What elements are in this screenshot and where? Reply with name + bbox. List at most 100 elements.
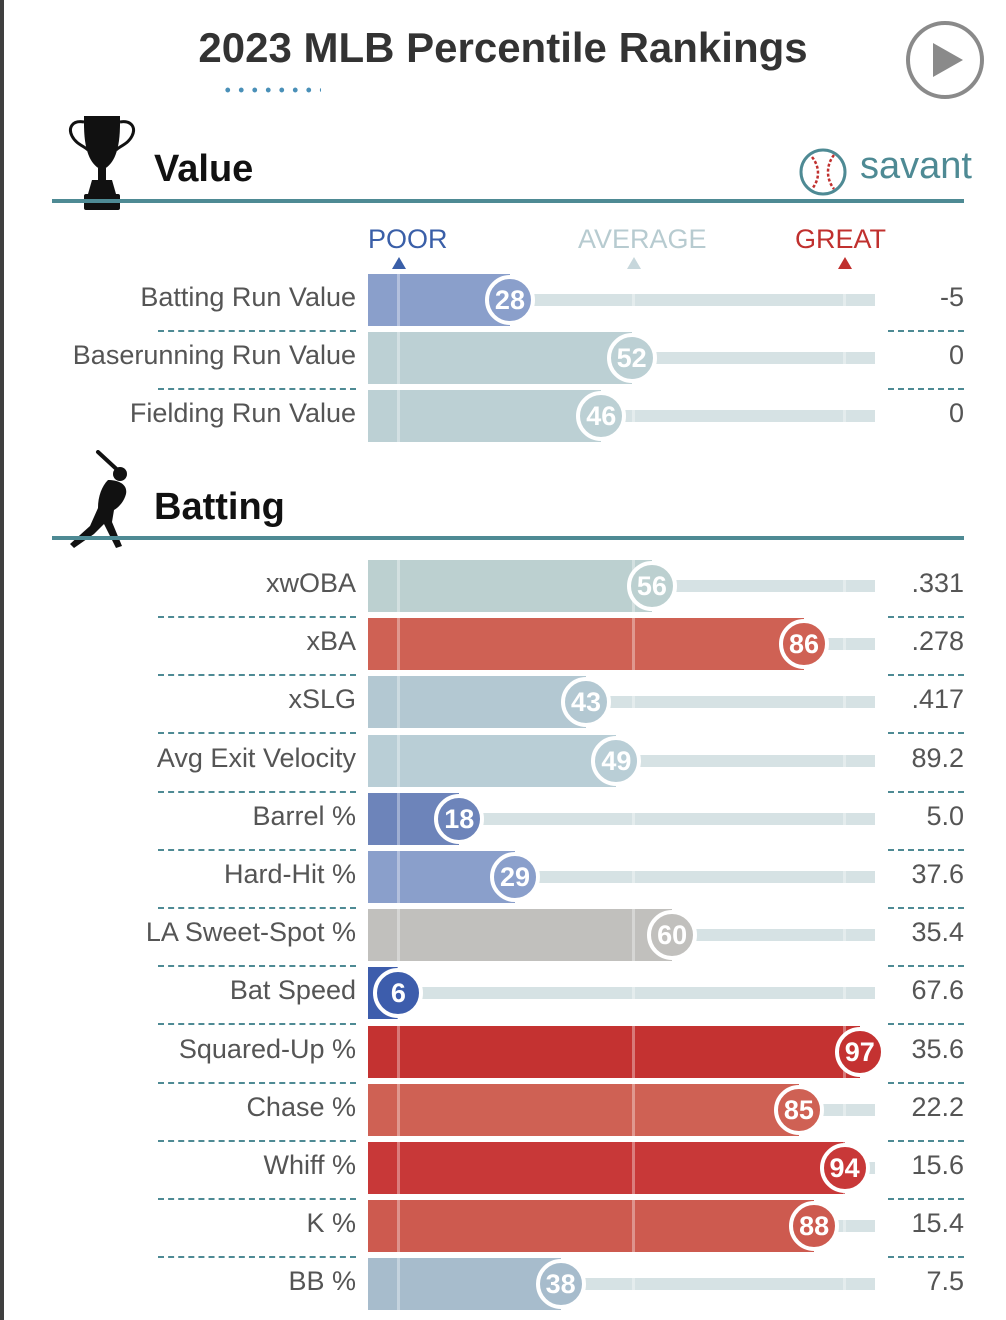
scale-guide-line bbox=[843, 332, 846, 384]
savant-brand-text: savant bbox=[860, 145, 972, 187]
title-year: 2023 bbox=[198, 24, 292, 71]
metric-row[interactable]: Whiff % 94 15.6 bbox=[0, 1142, 1006, 1200]
scale-guide-line bbox=[632, 792, 635, 845]
metric-row[interactable]: Avg Exit Velocity 49 89.2 bbox=[0, 734, 1006, 793]
metric-label: Hard-Hit % bbox=[223, 859, 356, 889]
scale-guide-line bbox=[632, 967, 635, 1020]
page-title: 2023 MLB Percentile Rankings bbox=[0, 24, 1006, 72]
percentile-badge[interactable]: 6 bbox=[373, 968, 424, 1019]
percentile-badge[interactable]: 88 bbox=[789, 1201, 840, 1252]
metric-row[interactable]: Bat Speed 6 67.6 bbox=[0, 967, 1006, 1026]
metric-row[interactable]: xSLG 43 .417 bbox=[0, 676, 1006, 735]
percentile-badge[interactable]: 97 bbox=[834, 1026, 885, 1077]
scale-guide-line bbox=[397, 560, 400, 612]
scale-guide-line bbox=[843, 1083, 846, 1136]
metric-row[interactable]: BB % 38 7.5 bbox=[0, 1258, 1006, 1311]
metric-value: -5 bbox=[939, 282, 964, 312]
metric-value: 37.6 bbox=[911, 859, 964, 889]
percentile-badge[interactable]: 94 bbox=[819, 1143, 870, 1193]
row-divider bbox=[158, 907, 356, 909]
percentile-badge[interactable]: 60 bbox=[647, 910, 698, 961]
metric-value: 0 bbox=[948, 340, 964, 370]
metric-row[interactable]: Baserunning Run Value 52 0 bbox=[0, 332, 1006, 390]
title-dotted-underline bbox=[221, 86, 321, 94]
metric-value: 89.2 bbox=[911, 742, 964, 773]
metric-row[interactable]: K % 88 15.4 bbox=[0, 1200, 1006, 1259]
percentile-badge[interactable]: 29 bbox=[490, 852, 541, 902]
scale-guide-line bbox=[397, 792, 400, 845]
percentile-badge[interactable]: 52 bbox=[606, 333, 657, 383]
scale-guide-line bbox=[632, 851, 635, 903]
scale-guide-line bbox=[632, 676, 635, 729]
section-rule-value bbox=[52, 199, 964, 203]
metric-value: .278 bbox=[911, 626, 964, 657]
row-divider bbox=[158, 1198, 356, 1200]
scale-guide-line bbox=[632, 1142, 635, 1194]
scale-guide-line bbox=[632, 618, 635, 671]
percentile-badge[interactable]: 49 bbox=[591, 735, 642, 786]
percentile-badge[interactable]: 18 bbox=[434, 793, 485, 844]
row-divider bbox=[888, 388, 964, 390]
play-button[interactable] bbox=[906, 21, 984, 99]
trophy-icon bbox=[69, 116, 135, 210]
row-divider bbox=[158, 732, 356, 735]
metric-value: .331 bbox=[911, 568, 964, 598]
scale-guide-line bbox=[632, 390, 635, 442]
percentile-bar bbox=[368, 1258, 561, 1311]
scale-guide-line bbox=[397, 1258, 400, 1311]
percentile-badge[interactable]: 28 bbox=[484, 275, 535, 325]
metric-label: Avg Exit Velocity bbox=[156, 742, 356, 773]
scale-marker-average bbox=[627, 257, 641, 269]
metric-row[interactable]: Squared-Up % 97 35.6 bbox=[0, 1025, 1006, 1084]
scale-guide-line bbox=[843, 1258, 846, 1311]
percentile-badge[interactable]: 38 bbox=[535, 1259, 586, 1310]
row-divider bbox=[888, 907, 964, 909]
scale-guide-line bbox=[397, 676, 400, 729]
scale-guide-line bbox=[843, 967, 846, 1020]
metric-row[interactable]: Hard-Hit % 29 37.6 bbox=[0, 851, 1006, 909]
metric-row[interactable]: LA Sweet-Spot % 60 35.4 bbox=[0, 909, 1006, 968]
section-title-batting: Batting bbox=[154, 486, 285, 528]
metric-value: 35.6 bbox=[911, 1033, 964, 1064]
metric-label: K % bbox=[306, 1208, 356, 1239]
percentile-bar bbox=[368, 1025, 860, 1078]
scale-guide-line bbox=[397, 851, 400, 903]
scale-guide-line bbox=[843, 560, 846, 612]
scale-guide-line bbox=[632, 274, 635, 326]
metric-label: Batting Run Value bbox=[140, 282, 356, 312]
percentile-badge[interactable]: 56 bbox=[626, 561, 677, 611]
metric-row[interactable]: Fielding Run Value 46 0 bbox=[0, 390, 1006, 442]
row-divider bbox=[158, 674, 356, 677]
row-divider bbox=[158, 790, 356, 793]
percentile-bar bbox=[368, 676, 586, 729]
metric-row[interactable]: Batting Run Value 28 -5 bbox=[0, 274, 1006, 332]
scale-guide-line bbox=[632, 1200, 635, 1253]
metric-value: 35.4 bbox=[911, 917, 964, 948]
metric-row[interactable]: Chase % 85 22.2 bbox=[0, 1083, 1006, 1142]
scale-marker-poor bbox=[392, 257, 406, 269]
metric-row[interactable]: xBA 86 .278 bbox=[0, 618, 1006, 677]
row-divider bbox=[158, 1081, 356, 1084]
percentile-bar bbox=[368, 734, 617, 787]
metric-value: .417 bbox=[911, 684, 964, 715]
metric-label: xBA bbox=[306, 626, 356, 657]
metric-row[interactable]: Barrel % 18 5.0 bbox=[0, 792, 1006, 851]
percentile-bar bbox=[368, 1083, 799, 1136]
scale-guide-line bbox=[843, 618, 846, 671]
row-divider bbox=[158, 1023, 356, 1026]
scale-label-poor: POOR bbox=[368, 224, 448, 254]
scale-guide-line bbox=[397, 1083, 400, 1136]
scale-guide-line bbox=[843, 734, 846, 787]
scale-guide-line bbox=[397, 734, 400, 787]
row-divider bbox=[888, 674, 964, 677]
metric-row[interactable]: xwOBA 56 .331 bbox=[0, 560, 1006, 618]
percentile-badge[interactable]: 46 bbox=[576, 391, 627, 441]
scale-guide-line bbox=[397, 1025, 400, 1078]
row-divider bbox=[158, 330, 356, 332]
percentile-bar bbox=[368, 909, 673, 962]
row-divider bbox=[888, 848, 964, 851]
percentile-bar bbox=[368, 618, 805, 671]
percentile-badge[interactable]: 86 bbox=[779, 619, 830, 670]
percentile-badge[interactable]: 43 bbox=[561, 677, 611, 728]
percentile-badge[interactable]: 85 bbox=[773, 1084, 824, 1135]
